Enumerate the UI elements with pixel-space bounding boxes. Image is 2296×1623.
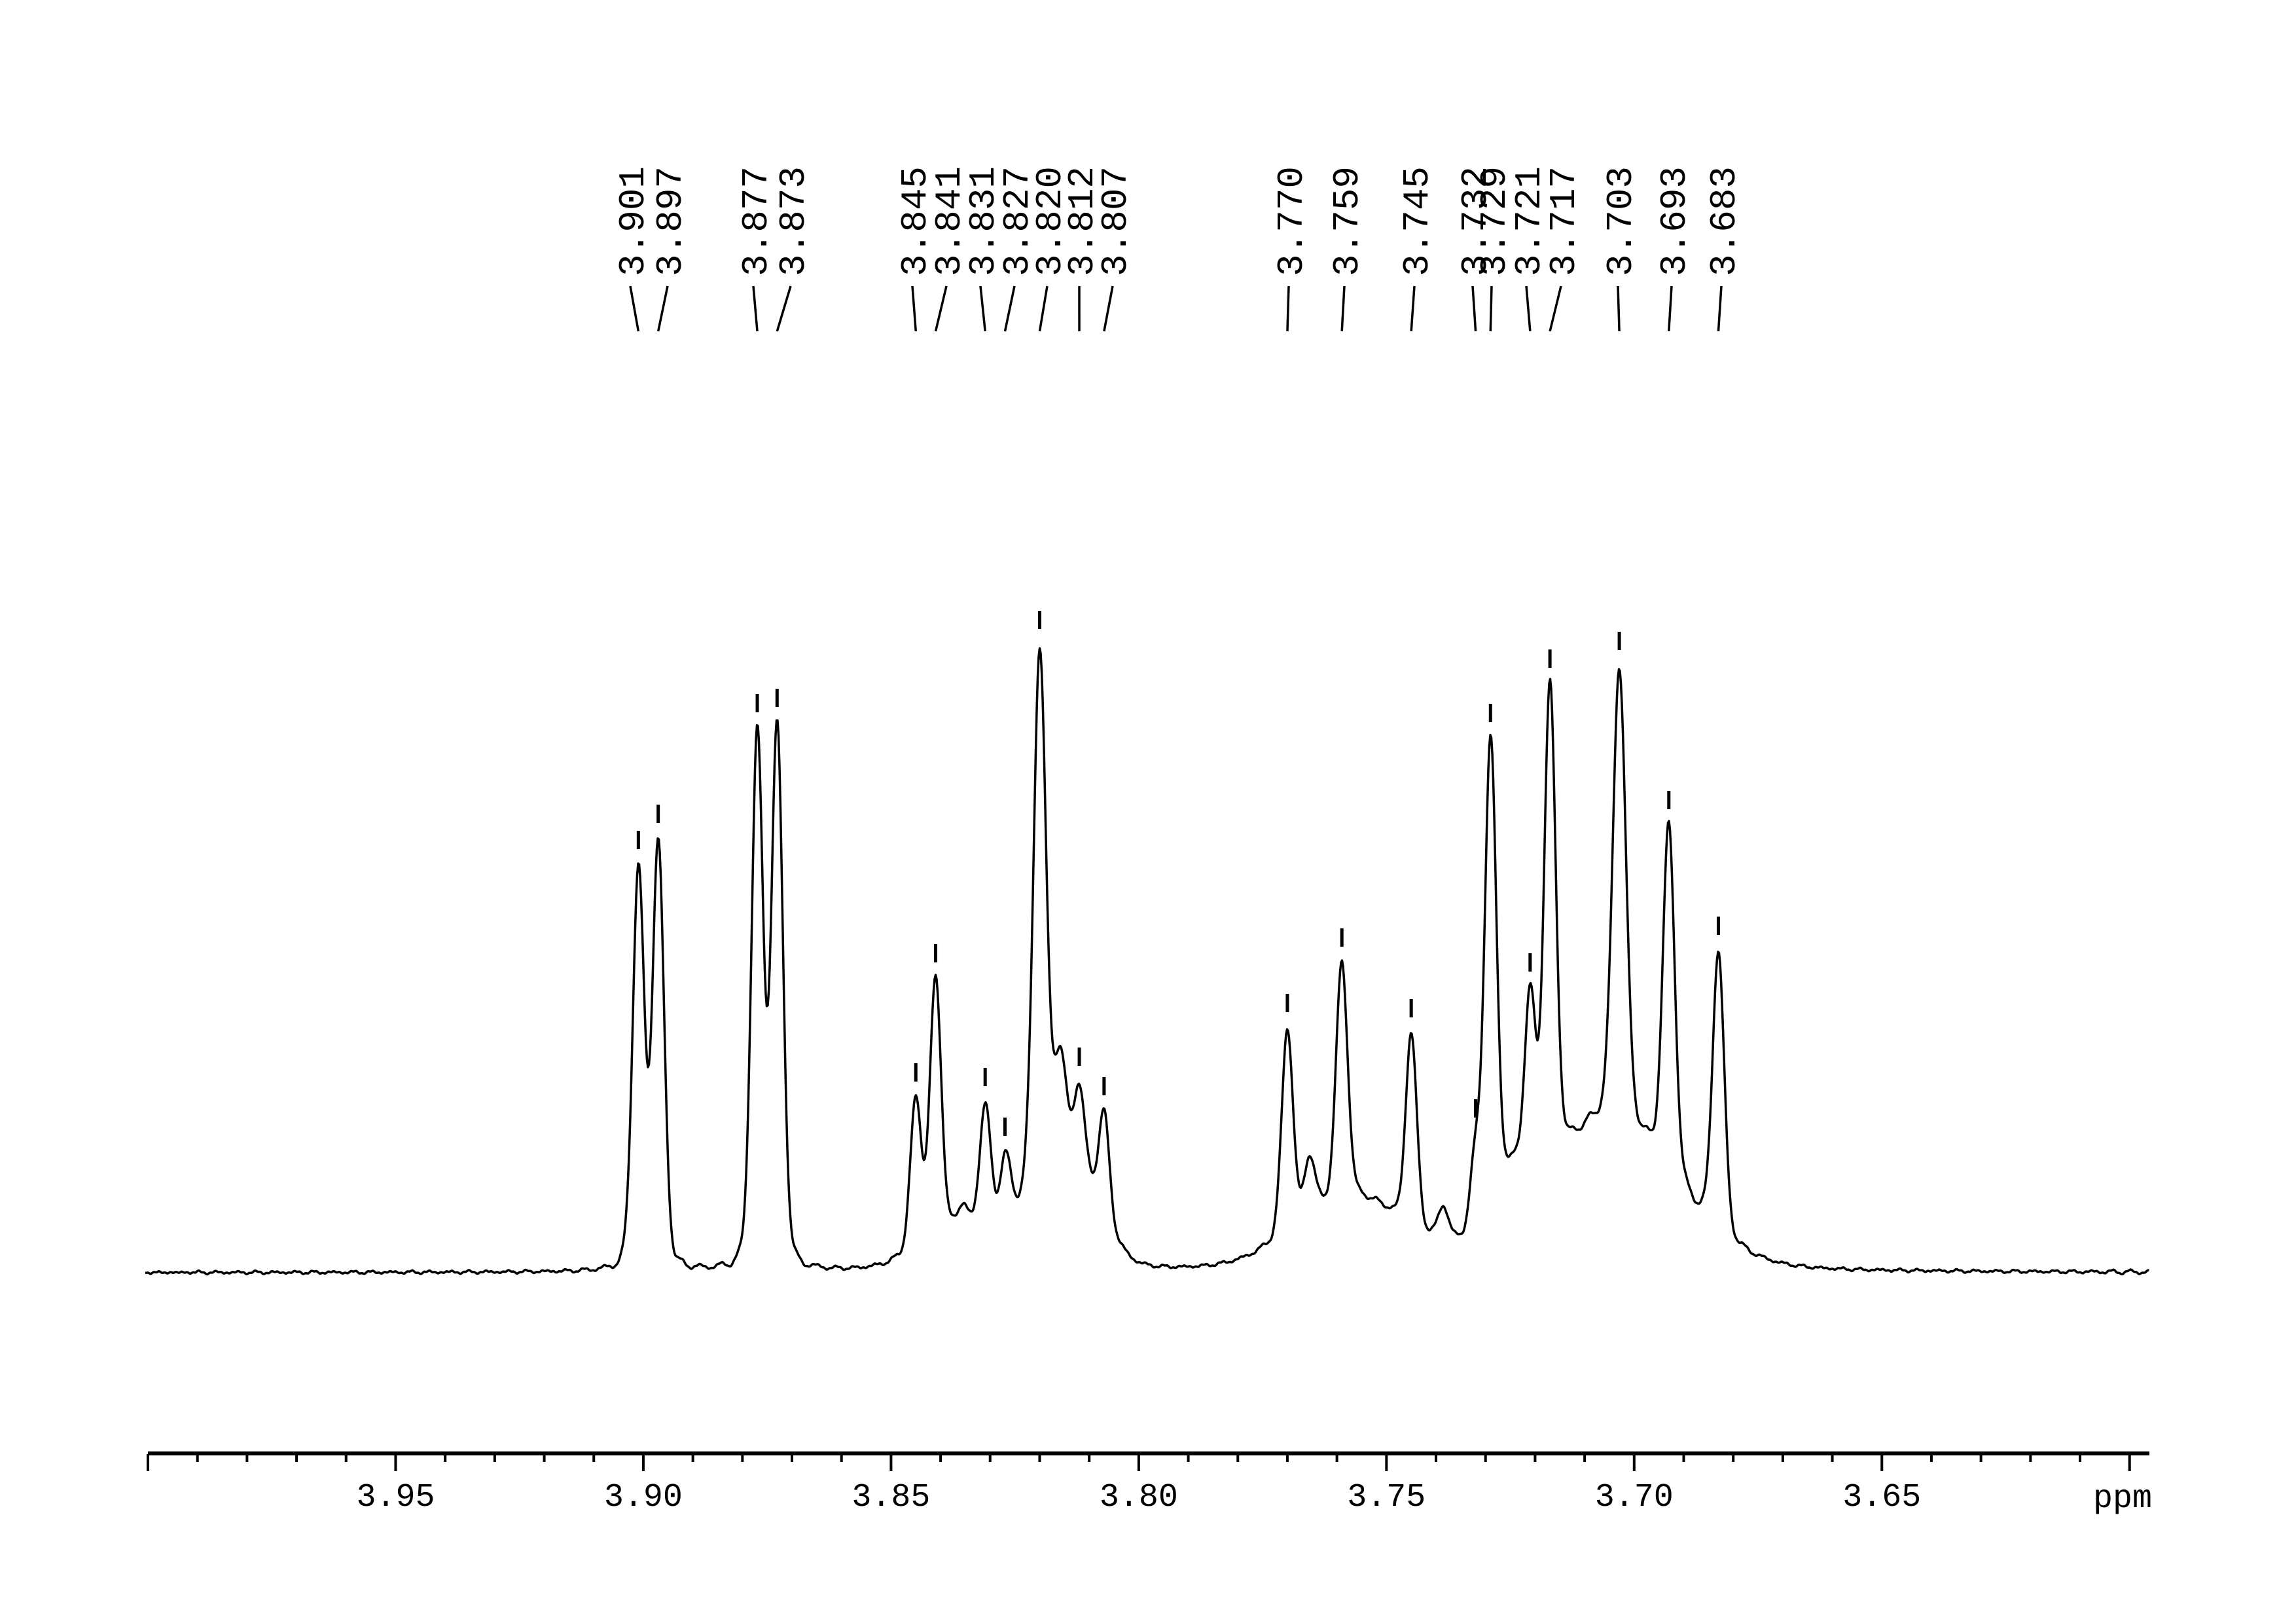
peak-label: 3.897 xyxy=(650,166,692,276)
ppm-unit-label: ppm xyxy=(2093,1480,2152,1518)
peak-label: 3.693 xyxy=(1654,166,1696,276)
peak-label: 3.721 xyxy=(1509,166,1551,276)
peak-label-connector xyxy=(1489,285,1493,332)
peak-label-connector xyxy=(1340,285,1346,332)
peak-connector-lines xyxy=(629,285,1723,332)
peak-label-connector xyxy=(1717,285,1723,332)
x-tick-label: 3.80 xyxy=(1100,1479,1178,1516)
x-axis-tick-labels: 3.95 3.90 3.85 3.80 3.75 3.70 3.65 xyxy=(356,1479,1921,1516)
peak-label: 3.827 xyxy=(997,166,1039,276)
peak-marker-ticks xyxy=(636,611,1720,1136)
peak-label: 3.745 xyxy=(1397,166,1439,276)
spectrum-trace xyxy=(145,647,2149,1276)
peak-label-connector xyxy=(776,285,792,332)
peak-label: 3.845 xyxy=(895,166,937,276)
peak-label: 3.841 xyxy=(929,166,971,276)
peak-label: 3.683 xyxy=(1704,166,1746,276)
peak-label: 3.831 xyxy=(963,166,1005,276)
peak-label: 3.703 xyxy=(1600,166,1642,276)
x-tick-label: 3.85 xyxy=(852,1479,930,1516)
peak-label: 3.807 xyxy=(1095,166,1137,276)
peak-label-connector xyxy=(911,285,917,332)
peak-label-connector xyxy=(656,285,669,332)
peak-label: 3.820 xyxy=(1030,166,1071,276)
peak-label: 3.812 xyxy=(1062,166,1103,276)
x-tick-label: 3.75 xyxy=(1347,1479,1426,1516)
peak-label-connector xyxy=(1410,285,1416,332)
peak-label-connector xyxy=(1668,285,1673,332)
peak-label-connector xyxy=(1525,285,1532,332)
peak-label-connector xyxy=(1003,285,1016,332)
x-tick-label: 3.90 xyxy=(604,1479,683,1516)
peak-label-connector xyxy=(1549,285,1562,332)
peak-label: 3.729 xyxy=(1474,166,1516,276)
peak-label-connector xyxy=(1103,285,1114,332)
x-axis: 3.95 3.90 3.85 3.80 3.75 3.70 3.65 ppm xyxy=(147,1451,2152,1518)
peak-label: 3.759 xyxy=(1327,166,1369,276)
peak-label-connector xyxy=(1038,285,1049,332)
x-axis-ticks xyxy=(147,1454,2131,1471)
peak-label: 3.877 xyxy=(736,166,778,276)
x-tick-label: 3.95 xyxy=(356,1479,435,1516)
peak-label: 3.873 xyxy=(773,166,815,276)
peak-label-connector xyxy=(629,285,640,332)
peak-label-connector xyxy=(1617,285,1621,332)
peak-label-connector xyxy=(752,285,759,332)
peak-label-connector xyxy=(979,285,986,332)
peak-label: 3.732 xyxy=(1455,166,1497,276)
peak-label-connector xyxy=(934,285,948,332)
peak-label: 3.717 xyxy=(1543,166,1585,276)
x-tick-label: 3.70 xyxy=(1595,1479,1674,1516)
peak-label: 3.901 xyxy=(613,166,655,276)
peak-label-connector xyxy=(1286,285,1290,332)
peak-label-connector xyxy=(1471,285,1477,332)
peak-label: 3.770 xyxy=(1271,166,1313,276)
x-tick-label: 3.65 xyxy=(1842,1479,1921,1516)
